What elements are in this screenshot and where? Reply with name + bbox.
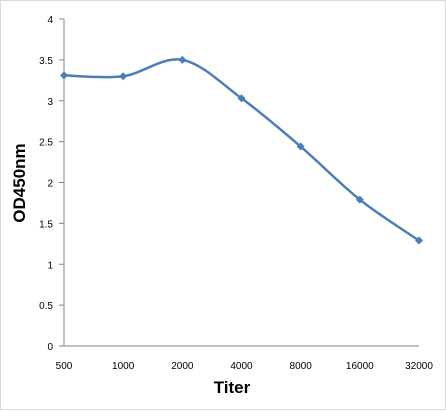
series-line (62, 58, 421, 242)
series-markers (60, 55, 423, 245)
x-tick-label: 16000 (346, 361, 374, 372)
y-tick-label: 4 (47, 15, 53, 26)
data-point-marker (415, 236, 423, 245)
x-axis-title: Titer (214, 378, 251, 397)
y-axis-title: OD450nm (10, 143, 29, 222)
y-tick-label: 0 (47, 342, 53, 353)
data-point-marker (237, 94, 246, 103)
x-tick-label: 500 (56, 361, 73, 372)
x-tick-label: 8000 (290, 361, 313, 372)
y-tick-labels: 0 0.5 1 1.5 2 2.5 3 3.5 4 (39, 15, 53, 353)
data-point-marker (119, 72, 128, 81)
data-point-marker (296, 142, 305, 151)
y-tick-label: 1.5 (39, 219, 53, 230)
x-tick-label: 32000 (405, 361, 433, 372)
data-point-marker (355, 195, 364, 204)
x-tick-labels: 500 1000 2000 4000 8000 16000 32000 (56, 361, 434, 372)
y-tick-label: 2 (47, 179, 53, 190)
y-tick-label: 2.5 (39, 138, 53, 149)
data-point-marker (178, 55, 187, 64)
y-tick-label: 1 (47, 260, 53, 271)
x-tick-label: 4000 (230, 361, 253, 372)
x-tick-label: 2000 (171, 361, 194, 372)
y-tick-label: 3 (47, 97, 53, 108)
data-point-marker (60, 71, 68, 80)
y-tick-label: 3.5 (39, 56, 53, 67)
y-tick-marks (59, 18, 64, 347)
x-tick-label: 1000 (112, 361, 135, 372)
y-tick-label: 0.5 (39, 301, 53, 312)
